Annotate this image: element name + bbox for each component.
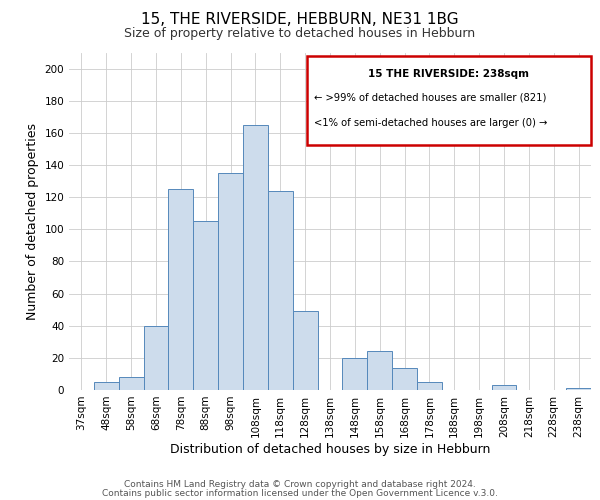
Text: <1% of semi-detached houses are larger (0) →: <1% of semi-detached houses are larger (… xyxy=(314,118,548,128)
Text: Contains HM Land Registry data © Crown copyright and database right 2024.: Contains HM Land Registry data © Crown c… xyxy=(124,480,476,489)
Text: 15, THE RIVERSIDE, HEBBURN, NE31 1BG: 15, THE RIVERSIDE, HEBBURN, NE31 1BG xyxy=(141,12,459,28)
Bar xyxy=(417,382,442,390)
Text: Size of property relative to detached houses in Hebburn: Size of property relative to detached ho… xyxy=(124,28,476,40)
Text: 15 THE RIVERSIDE: 238sqm: 15 THE RIVERSIDE: 238sqm xyxy=(368,68,529,78)
Bar xyxy=(392,368,417,390)
Bar xyxy=(218,173,243,390)
Bar xyxy=(268,190,293,390)
Bar xyxy=(491,385,517,390)
Bar xyxy=(367,352,392,390)
Bar xyxy=(343,358,367,390)
Bar xyxy=(94,382,119,390)
Bar xyxy=(566,388,591,390)
Bar xyxy=(143,326,169,390)
Y-axis label: Number of detached properties: Number of detached properties xyxy=(26,122,39,320)
Bar xyxy=(119,377,143,390)
FancyBboxPatch shape xyxy=(307,56,591,146)
Bar xyxy=(169,189,193,390)
Bar xyxy=(293,311,317,390)
Text: Contains public sector information licensed under the Open Government Licence v.: Contains public sector information licen… xyxy=(102,488,498,498)
X-axis label: Distribution of detached houses by size in Hebburn: Distribution of detached houses by size … xyxy=(170,442,490,456)
Bar xyxy=(193,221,218,390)
Bar xyxy=(243,125,268,390)
Text: ← >99% of detached houses are smaller (821): ← >99% of detached houses are smaller (8… xyxy=(314,93,547,103)
